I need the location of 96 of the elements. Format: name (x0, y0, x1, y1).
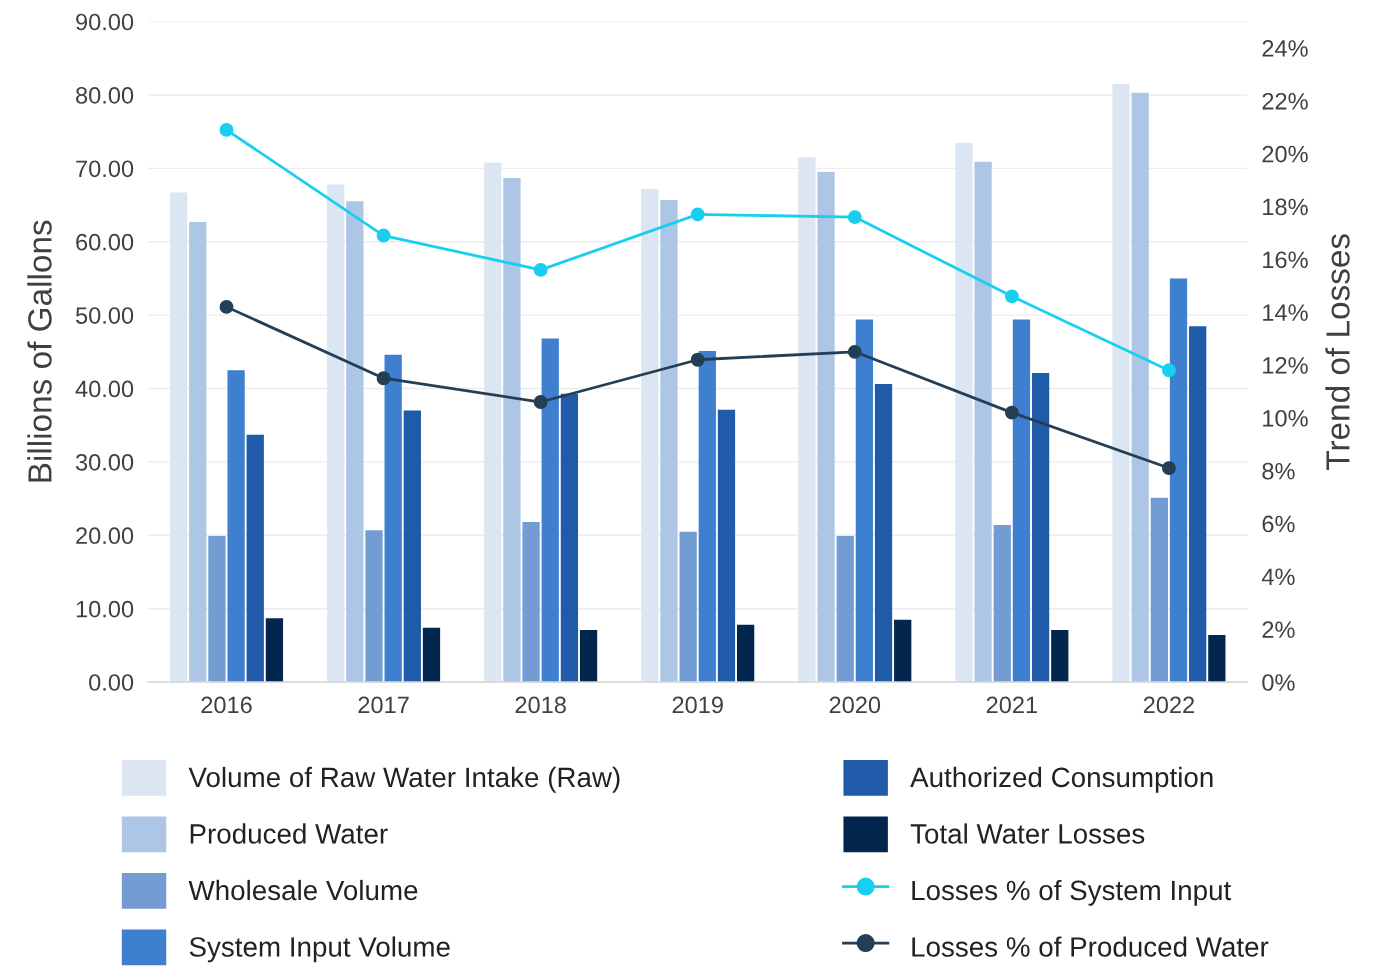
point (1004, 405, 1019, 420)
bar (1112, 83, 1130, 683)
y2-tick-label: 16% (1263, 251, 1308, 269)
y-tick-label: 80.00 (76, 87, 134, 104)
bar (1131, 92, 1149, 683)
bar (484, 162, 502, 683)
bar (836, 536, 854, 683)
y2-tick-label: 24% (1262, 40, 1308, 57)
bar (798, 157, 816, 683)
legend-label: Losses % of System Input (912, 879, 1232, 906)
bar (541, 338, 559, 683)
y2-tick-label: 8% (1262, 462, 1295, 480)
y2-tick-label: 22% (1262, 92, 1308, 110)
point (219, 299, 234, 314)
bar (365, 530, 383, 683)
bar (1051, 629, 1069, 683)
point (376, 371, 391, 386)
bar (1031, 373, 1050, 683)
legend-label: Wholesale Volume (188, 879, 418, 901)
y-tick-label: 0.00 (89, 674, 134, 691)
point (533, 262, 548, 277)
y2-tick-label: 6% (1262, 515, 1295, 533)
bar (384, 354, 402, 683)
legend-label: Total Water Losses (910, 823, 1145, 844)
x-tick-label: 2018 (515, 696, 566, 714)
bar (1169, 278, 1188, 683)
point (690, 352, 705, 367)
y-tick-label: 30.00 (75, 453, 134, 471)
point (1004, 289, 1019, 304)
y2-tick-label: 20% (1262, 145, 1308, 163)
point (376, 228, 391, 243)
x-tick-label: 2020 (829, 696, 881, 714)
bar (855, 319, 874, 683)
point (847, 210, 862, 225)
bar (227, 370, 245, 683)
legend-label: Authorized Consumption (910, 766, 1213, 793)
x-tick-label: 2021 (986, 696, 1037, 714)
bar (1012, 319, 1031, 683)
x-tick-label: 2016 (201, 696, 252, 714)
y2-tick-label: 10% (1263, 409, 1308, 427)
y-tick-label: 50.00 (75, 307, 134, 324)
y2-tick-label: 18% (1263, 198, 1308, 216)
legend-label: System Input Volume (189, 936, 450, 963)
bar (169, 192, 188, 683)
y2-tick-label: 12% (1263, 357, 1308, 374)
bar (422, 627, 441, 683)
bar (974, 161, 992, 683)
bar (736, 624, 755, 683)
bar (698, 351, 716, 683)
bar (1150, 497, 1168, 683)
bar (874, 384, 893, 683)
y-tick-label: 90.00 (76, 13, 134, 31)
y2-tick-label: 2% (1262, 621, 1295, 638)
bar (246, 434, 264, 683)
y2-tick-label: 0% (1262, 674, 1295, 691)
x-tick-label: 2017 (358, 696, 409, 714)
bar (955, 142, 973, 683)
y-tick-label: 10.00 (76, 600, 134, 618)
y-tick-label: 40.00 (75, 380, 134, 398)
y2-axis-title: Trend of Losses (1325, 234, 1350, 470)
y-tick-label: 20.00 (76, 527, 134, 545)
point (690, 207, 705, 222)
bar (660, 199, 678, 683)
legend-label: Volume of Raw Water Intake (Raw) (188, 766, 620, 793)
bar (346, 201, 364, 683)
bar (208, 536, 226, 683)
y-tick-label: 70.00 (76, 160, 134, 178)
bar (403, 410, 421, 683)
point (1161, 363, 1176, 378)
bar (641, 188, 659, 683)
y2-tick-label: 14% (1263, 304, 1308, 321)
bar (894, 619, 912, 683)
point (533, 395, 548, 409)
point (219, 122, 234, 137)
point (1161, 461, 1176, 476)
bar (327, 184, 345, 683)
x-tick-label: 2019 (672, 696, 723, 714)
point (847, 344, 862, 359)
x-tick-label: 2022 (1143, 696, 1195, 714)
bar (1208, 635, 1226, 683)
bar (522, 522, 540, 683)
y-axis-title: Billions of Gallons (27, 220, 52, 482)
bar (993, 525, 1011, 683)
legend-label: Produced Water (190, 823, 388, 844)
bar (817, 172, 835, 683)
bar (717, 409, 736, 683)
bar (189, 221, 207, 683)
bar (679, 531, 697, 683)
bar (265, 618, 284, 683)
bar (579, 629, 598, 683)
y-tick-label: 60.00 (76, 233, 134, 251)
bar (503, 177, 521, 683)
bar (1189, 326, 1207, 683)
y2-tick-label: 4% (1261, 568, 1295, 586)
bar (560, 393, 579, 683)
legend-label: Losses % of Produced Water (912, 936, 1269, 957)
